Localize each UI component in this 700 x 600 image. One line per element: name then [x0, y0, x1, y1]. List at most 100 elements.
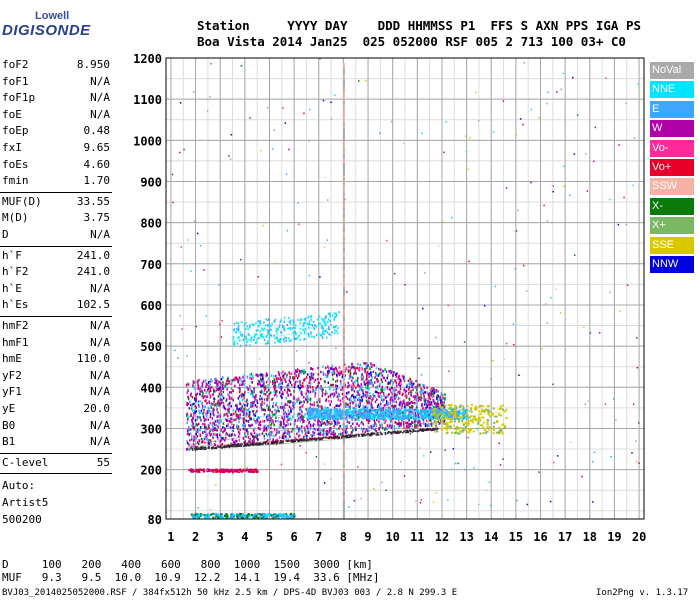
echo-point — [279, 338, 282, 341]
echo-point — [393, 404, 395, 408]
echo-point — [219, 433, 221, 437]
echo-point — [373, 410, 376, 413]
echo-point — [301, 382, 304, 385]
echo-point — [320, 408, 323, 411]
echo-point — [250, 372, 253, 376]
echo-point — [463, 424, 466, 427]
echo-point — [214, 440, 217, 443]
echo-point — [380, 418, 383, 421]
echo-point — [410, 408, 413, 411]
echo-point — [210, 469, 213, 472]
echo-point — [310, 424, 312, 428]
echo-point — [428, 417, 431, 420]
echo-point — [303, 434, 306, 438]
echo-point — [326, 423, 328, 427]
echo-point — [328, 399, 330, 403]
echo-point — [237, 435, 240, 438]
echo-point — [270, 514, 273, 517]
echo-point — [271, 419, 274, 422]
echo-point — [292, 323, 295, 326]
echo-point — [349, 406, 351, 409]
param-value: N/A — [90, 368, 110, 382]
echo-point — [381, 481, 383, 484]
param-name: D — [2, 228, 9, 241]
echo-point — [327, 395, 330, 399]
echo-point — [254, 333, 257, 336]
echo-point — [429, 389, 432, 392]
echo-point — [328, 417, 331, 420]
echo-point — [375, 409, 378, 412]
echo-point — [212, 388, 215, 392]
echo-point — [368, 416, 371, 419]
echo-point — [386, 395, 388, 398]
echo-point — [310, 434, 312, 437]
echo-point — [523, 62, 526, 64]
echo-point — [277, 339, 279, 342]
echo-point — [335, 324, 337, 327]
echo-point — [194, 411, 196, 414]
echo-point — [397, 415, 400, 418]
param-row: foEp 0.48 — [2, 123, 110, 138]
echo-point — [346, 430, 349, 434]
echo-point — [200, 411, 202, 414]
echo-point — [326, 239, 328, 241]
echo-point — [349, 373, 351, 377]
echo-point — [379, 408, 382, 411]
echo-point — [350, 416, 353, 419]
echo-point — [304, 318, 306, 321]
echo-point — [425, 414, 428, 417]
echo-point — [427, 399, 430, 403]
echo-point — [450, 431, 453, 434]
echo-point — [421, 413, 424, 416]
echo-point — [350, 412, 353, 415]
echo-point — [315, 411, 318, 414]
echo-point — [353, 397, 355, 401]
echo-point — [343, 75, 345, 80]
echo-point — [310, 314, 312, 317]
echo-point — [192, 471, 195, 473]
echo-point — [368, 419, 371, 423]
echo-point — [431, 414, 434, 417]
echo-point — [278, 386, 280, 389]
echo-point — [258, 421, 261, 425]
echo-point — [447, 411, 450, 414]
echo-point — [326, 417, 329, 420]
echo-point — [267, 438, 269, 442]
echo-point — [259, 394, 262, 398]
echo-point — [207, 406, 210, 410]
echo-point — [205, 395, 207, 398]
echo-point — [303, 112, 305, 115]
echo-point — [239, 416, 242, 420]
echo-point — [222, 381, 224, 384]
echo-point — [289, 328, 292, 331]
echo-point — [289, 381, 292, 384]
echo-point — [280, 372, 283, 375]
echo-point — [260, 391, 262, 394]
echo-point — [285, 396, 288, 400]
echo-point — [244, 335, 246, 338]
echo-point — [303, 368, 306, 372]
echo-point — [368, 411, 371, 414]
echo-point — [422, 392, 425, 395]
echo-point — [552, 383, 554, 386]
echo-point — [402, 414, 405, 417]
echo-point — [266, 373, 269, 377]
echo-point — [435, 390, 437, 394]
echo-point — [254, 335, 256, 338]
echo-point — [250, 340, 253, 343]
echo-point — [232, 426, 234, 429]
echo-point — [453, 420, 456, 423]
echo-point — [368, 396, 370, 400]
echo-point — [473, 415, 476, 418]
echo-point — [278, 410, 280, 413]
echo-point — [530, 108, 533, 111]
echo-point — [374, 428, 376, 432]
echo-point — [247, 424, 250, 427]
echo-point — [343, 465, 345, 470]
echo-point — [347, 391, 349, 394]
echo-point — [454, 418, 457, 421]
echo-point — [196, 428, 199, 432]
echo-point — [433, 412, 436, 415]
echo-point — [230, 513, 233, 516]
echo-point — [247, 413, 249, 416]
